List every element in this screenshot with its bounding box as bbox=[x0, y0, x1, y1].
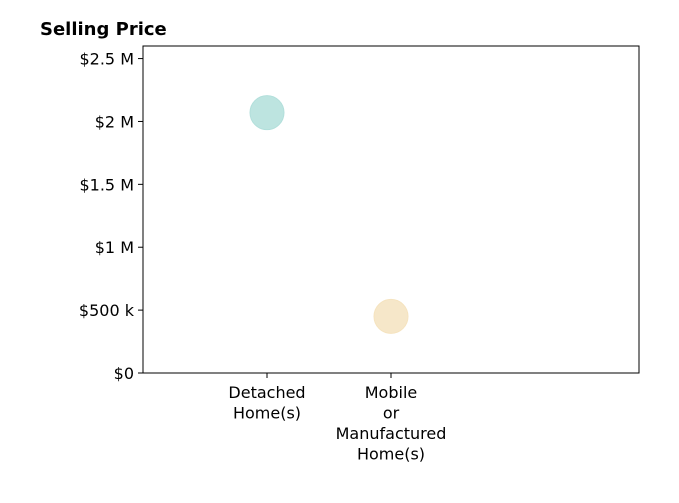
data-points bbox=[249, 95, 409, 334]
data-point-bubble bbox=[249, 95, 285, 131]
chart-title: Selling Price bbox=[40, 19, 167, 40]
x-category-label: Mobile or Manufactured Home(s) bbox=[336, 383, 447, 464]
data-point-bubble bbox=[373, 298, 409, 334]
y-tick-label: $2 M bbox=[95, 112, 134, 131]
x-category-label-line: Manufactured bbox=[336, 424, 447, 443]
y-axis: $0 $500 k $1 M $1.5 M $2 M $2.5 M bbox=[79, 50, 143, 383]
x-category-label-line: or bbox=[383, 404, 400, 423]
y-tick-label: $1.5 M bbox=[79, 175, 134, 194]
y-tick-label: $0 bbox=[114, 364, 134, 383]
y-tick-label: $1 M bbox=[95, 238, 134, 257]
x-category-label: Detached Home(s) bbox=[228, 383, 305, 423]
x-category-label-line: Home(s) bbox=[233, 404, 301, 423]
x-axis: Detached Home(s) Mobile or Manufactured Home(… bbox=[228, 373, 446, 464]
y-tick-label: $500 k bbox=[79, 301, 135, 320]
x-category-label-line: Home(s) bbox=[357, 445, 425, 464]
x-category-label-line: Detached bbox=[228, 383, 305, 402]
y-tick-label: $2.5 M bbox=[79, 50, 134, 69]
x-category-label-line: Mobile bbox=[365, 383, 417, 402]
